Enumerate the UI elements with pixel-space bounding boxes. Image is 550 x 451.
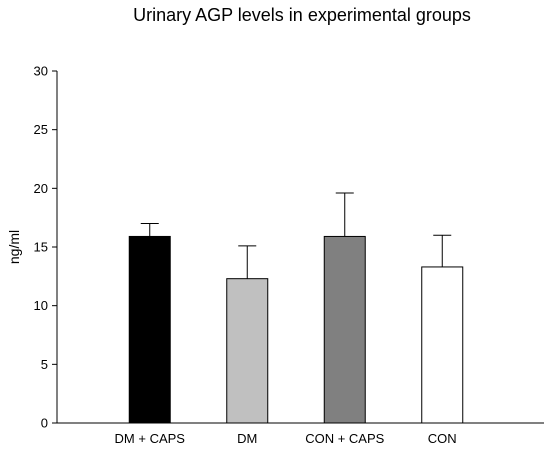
y-axis-label: ng/ml: [6, 230, 22, 264]
plot-area: 0 5 10 15 20 25 30 DM + CAPS DM CON + CAPS CON: [34, 64, 544, 446]
y-tick-label: 30: [34, 64, 48, 79]
y-tick-label: 25: [34, 122, 48, 137]
chart-title: Urinary AGP levels in experimental group…: [133, 5, 471, 25]
y-tick-label: 15: [34, 240, 48, 255]
bar: [323, 235, 366, 424]
x-tick-label: CON: [428, 431, 457, 446]
x-tick-label: DM: [237, 431, 257, 446]
y-tick-label: 20: [34, 181, 48, 196]
bar: [128, 235, 171, 424]
y-tick-label: 10: [34, 298, 48, 313]
bar: [421, 266, 464, 424]
bar: [226, 278, 269, 424]
x-tick-label: DM + CAPS: [115, 431, 186, 446]
x-tick-label: CON + CAPS: [305, 431, 384, 446]
y-tick-label: 5: [41, 357, 48, 372]
y-tick-label: 0: [41, 416, 48, 431]
